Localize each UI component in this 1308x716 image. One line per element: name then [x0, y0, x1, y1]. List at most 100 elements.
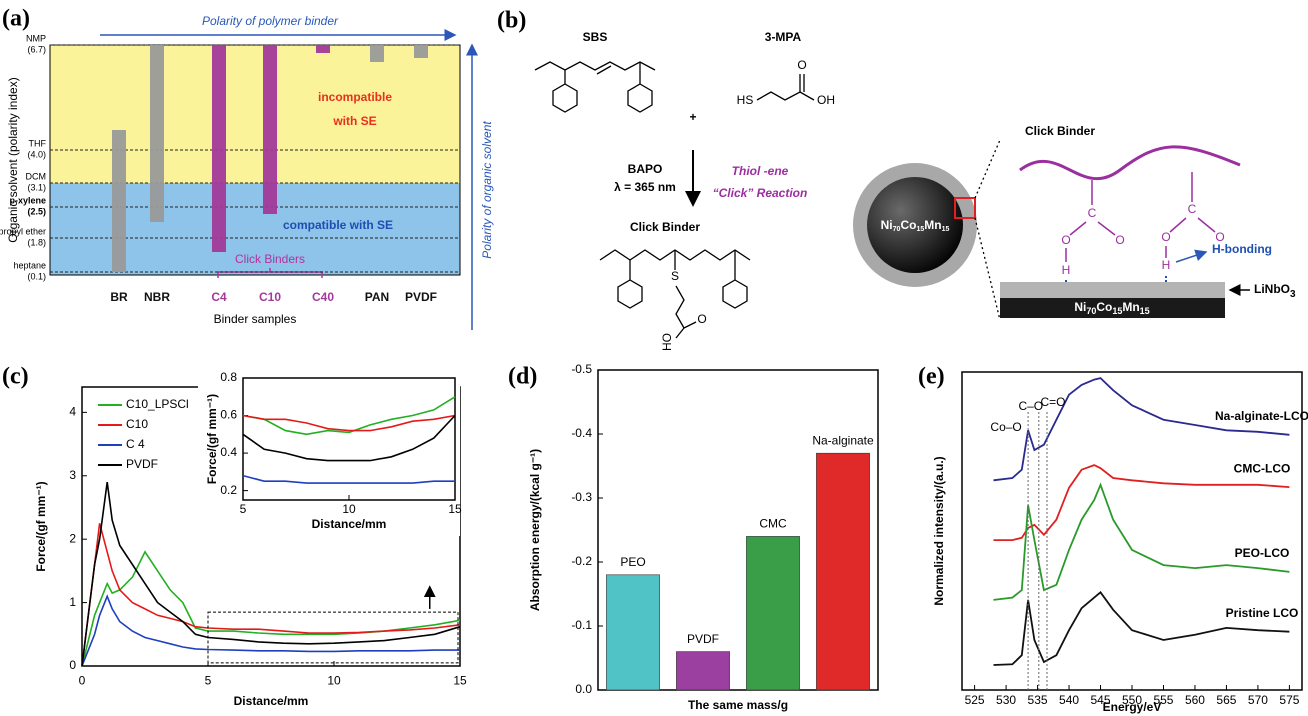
x-axis-label: Distance/mm — [312, 517, 387, 531]
y-tick-label: 2 — [69, 531, 76, 545]
binder-label: NBR — [144, 290, 170, 304]
particle-label: Ni70Co15Mn15 — [881, 218, 950, 233]
solvent-name: heptane — [13, 260, 46, 270]
y-tick-label: 0.0 — [575, 682, 592, 696]
bar — [676, 652, 729, 690]
atom: O — [797, 58, 806, 72]
h-bond-label: H-bonding — [1212, 242, 1272, 256]
y-axis-label: Absorption energy/(kcal g⁻¹) — [528, 449, 542, 611]
ring — [723, 280, 747, 308]
reaction-name: “Click” Reaction — [713, 186, 808, 200]
solvent-index: (2.5) — [27, 206, 46, 216]
solvent-name: DCM — [26, 171, 47, 181]
formula-part: Mn — [924, 218, 941, 232]
core-label: Ni70Co15Mn15 — [1074, 300, 1149, 316]
region-label: compatible with SE — [283, 218, 393, 232]
x-axis-label: The same mass/g — [688, 698, 788, 712]
binder-range — [316, 45, 330, 53]
panel-label: (a) — [2, 6, 30, 32]
figure: (a) Polarity of polymer binder Polarity … — [0, 0, 1308, 716]
atom: C — [1088, 206, 1097, 220]
incompatible-region — [50, 45, 460, 183]
binder-range — [414, 45, 428, 58]
legend-label: C10_LPSCl — [126, 397, 189, 411]
series-label: Pristine LCO — [1226, 606, 1299, 620]
bond — [676, 286, 684, 328]
data-line — [82, 552, 460, 666]
series-label: CMC-LCO — [1234, 461, 1291, 475]
data-line — [994, 592, 1290, 665]
y-tick-label: 3 — [69, 468, 76, 482]
legend-label: PVDF — [126, 457, 158, 471]
formula-part: Ni — [1074, 300, 1086, 314]
atom: O — [1061, 233, 1070, 247]
y-tick-label: -0.3 — [571, 490, 592, 504]
bond — [1170, 218, 1186, 232]
y-tick-label: -0.2 — [571, 554, 592, 568]
binder-label: PVDF — [405, 290, 437, 304]
solvent-name: NMP — [26, 33, 46, 43]
y-tick-label: 4 — [69, 405, 76, 419]
condition: λ = 365 nm — [614, 180, 676, 194]
x-tick-label: 15 — [453, 673, 467, 687]
y-tick-label: 0 — [69, 658, 76, 672]
x-tick-label: 565 — [1216, 693, 1236, 707]
y-axis-label: Force/(gf mm⁻¹) — [34, 481, 48, 571]
binder-range — [263, 45, 277, 214]
y-axis-label: Normalized intensity/(a.u.) — [932, 456, 946, 605]
x-tick-label: 575 — [1279, 693, 1299, 707]
x-axis-label: Energy/eV — [1103, 700, 1162, 714]
binder-range — [212, 45, 226, 252]
reaction-name: Thiol -ene — [732, 164, 789, 178]
x-tick-label: 525 — [965, 693, 985, 707]
region-label: with SE — [332, 114, 376, 128]
legend-label: C10 — [126, 417, 148, 431]
y-tick-label: -0.1 — [571, 618, 592, 632]
formula-part: Co — [900, 218, 916, 232]
y-tick-label: -0.4 — [571, 426, 592, 440]
coating-layer — [1000, 282, 1225, 298]
y-tick-label: 0.6 — [220, 408, 237, 422]
plus: + — [689, 110, 696, 124]
formula-part: 70 — [893, 226, 901, 233]
binder-label: C4 — [211, 290, 227, 304]
region-label: incompatible — [318, 90, 392, 104]
solvent-name: Isopropyl ether — [0, 226, 46, 236]
arrow — [1176, 252, 1206, 262]
series-label: Na-alginate-LCO — [1215, 409, 1308, 423]
bond — [757, 92, 814, 100]
annotation: C=O — [1040, 395, 1065, 409]
atom: HS — [737, 93, 754, 107]
zoom-line — [975, 218, 1000, 320]
y-axis-label: Force/(gf mm⁻¹) — [205, 394, 219, 484]
data-line — [994, 485, 1290, 600]
x-tick-label: 5 — [205, 673, 212, 687]
atom: OH — [817, 93, 835, 107]
molecule-label: SBS — [583, 30, 608, 44]
atom: O — [1115, 233, 1124, 247]
bar-label: Na-alginate — [812, 433, 874, 447]
y-tick-label: 1 — [69, 595, 76, 609]
coating-label: LiNbO3 — [1254, 282, 1296, 299]
molecule-label: 3-MPA — [765, 30, 802, 44]
formula-part: Mn — [1122, 300, 1139, 314]
bond — [1098, 222, 1115, 235]
x-tick-label: 540 — [1059, 693, 1079, 707]
formula-part: 70 — [1086, 306, 1096, 316]
binder-range — [370, 45, 384, 62]
y-tick-label: -0.5 — [571, 362, 592, 376]
annotation: Co–O — [990, 420, 1021, 434]
x-tick-label: 15 — [448, 502, 462, 516]
zoom-line — [975, 140, 1000, 198]
coating-label-part: 3 — [1290, 289, 1296, 300]
formula-part: 15 — [1140, 306, 1150, 316]
panel-label: (b) — [497, 8, 526, 34]
ring — [628, 84, 652, 112]
bar — [606, 575, 659, 690]
binder-label: PAN — [365, 290, 389, 304]
x-axis-label: Binder samples — [214, 312, 297, 326]
bond — [535, 62, 655, 70]
molecule-label: Click Binder — [630, 220, 700, 234]
solvent-index: (0.1) — [27, 271, 46, 281]
atom: H — [1062, 263, 1071, 277]
